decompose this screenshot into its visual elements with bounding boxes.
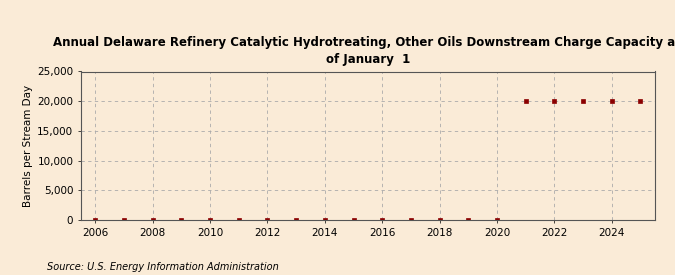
Text: Source: U.S. Energy Information Administration: Source: U.S. Energy Information Administ… xyxy=(47,262,279,272)
Title: Annual Delaware Refinery Catalytic Hydrotreating, Other Oils Downstream Charge C: Annual Delaware Refinery Catalytic Hydro… xyxy=(53,36,675,66)
Y-axis label: Barrels per Stream Day: Barrels per Stream Day xyxy=(23,85,33,207)
